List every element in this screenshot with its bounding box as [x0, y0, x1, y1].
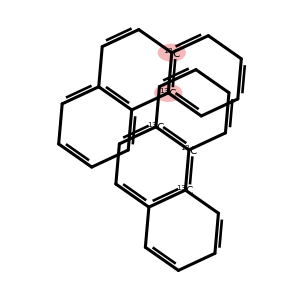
Text: $^{13}$C: $^{13}$C	[163, 46, 181, 60]
Text: $^{13}$C: $^{13}$C	[159, 86, 178, 100]
Text: $^{13}$C: $^{13}$C	[180, 143, 198, 157]
Ellipse shape	[154, 84, 182, 102]
Text: $^{13}$C: $^{13}$C	[176, 183, 195, 197]
Text: $^{13}$C: $^{13}$C	[147, 120, 165, 134]
Ellipse shape	[158, 44, 186, 62]
